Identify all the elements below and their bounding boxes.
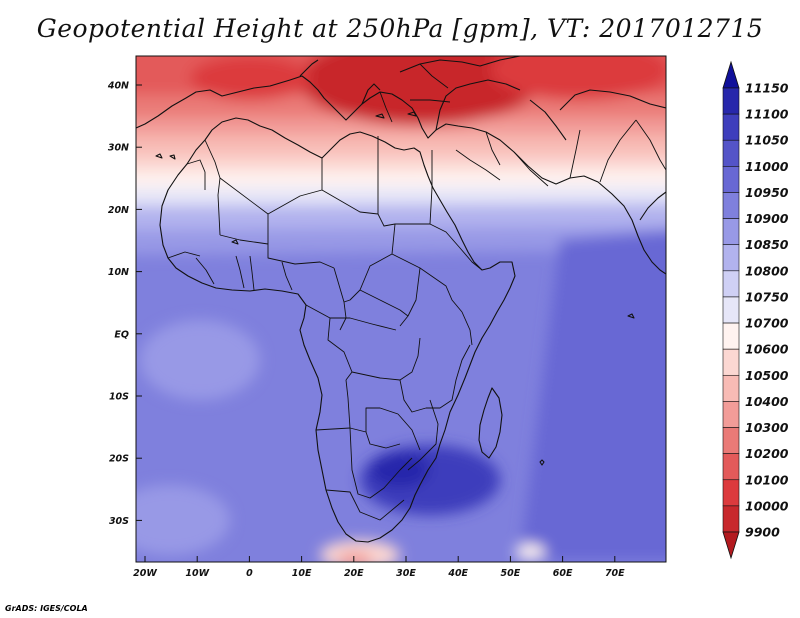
colorbar [722,60,740,560]
colorbar-level-label: 11100 [745,107,789,122]
colorbar-swatch [722,87,740,115]
colorbar-swatch [722,270,740,298]
colorbar-level-label: 10400 [745,394,789,409]
colorbar-level-label: 10800 [745,263,789,278]
y-tick-label: 40N [107,81,129,92]
map-frame [135,55,667,563]
y-tick-label: 10N [108,267,129,278]
colorbar-level-label: 10700 [745,316,789,331]
x-tick-label: 40E [447,568,468,579]
y-tick-label: 30S [109,516,129,527]
x-tick-label: 50E [501,568,521,579]
colorbar-swatch [722,192,740,219]
y-tick-label: 30N [108,143,129,154]
colorbar-level-label: 10300 [745,420,789,435]
x-tick-label: 20W [133,568,157,579]
colorbar-swatch [722,374,740,402]
colorbar-level-label: 11000 [745,159,789,174]
colorbar-swatch [722,505,740,533]
y-tick-label: EQ [114,329,129,340]
geopotential-field [136,56,666,562]
colorbar-level-label: 10500 [745,368,789,383]
x-tick-label: 70E [605,568,625,579]
x-tick-label: 30E [396,568,416,579]
colorbar-level-label: 10850 [745,237,789,252]
colorbar-level-label: 10000 [745,498,789,513]
colorbar-level-label: 11050 [745,133,789,148]
x-axis-labels: 20W 10W 0 10E 20E 30E 40E 50E 60E 70E [133,568,625,579]
colorbar-labels: 11150 11100 11050 11000 10950 10900 10850 10800… [745,81,789,540]
colorbar-level-label: 10600 [745,342,789,357]
y-tick-label: 20N [108,205,129,216]
y-tick-label: 10S [109,392,129,403]
colorbar-level-label: 10750 [745,289,789,304]
colorbar-swatch [722,244,740,272]
colorbar-swatch [722,479,740,507]
map-title: Geopotential Height at 250hPa [gpm], VT:… [36,14,764,43]
y-tick-label: 20S [109,454,129,465]
colorbar-swatch [722,401,740,428]
y-axis-labels: 40N 30N 20N 10N EQ 10S 20S 30S [107,81,129,527]
colorbar-swatch [722,113,740,141]
credit-text: GrADS: IGES/COLA [5,604,88,613]
colorbar-swatch [722,166,740,193]
colorbar-level-label: 9900 [745,525,780,540]
colorbar-swatch [722,453,740,481]
country-borders [167,63,666,521]
y-axis-ticks [136,84,142,521]
colorbar-swatch [722,322,740,350]
x-axis-ticks [144,556,616,562]
colorbar-swatch [722,296,740,324]
colorbar-swatch [722,139,740,167]
colorbar-swatch [722,427,740,454]
x-tick-label: 60E [553,568,573,579]
x-tick-label: 10W [185,568,209,579]
x-tick-label: 20E [344,568,364,579]
colorbar-level-label: 10200 [745,446,789,461]
colorbar-swatch [722,531,740,560]
colorbar-level-label: 10100 [745,472,789,487]
colorbar-level-label: 11150 [745,81,789,96]
x-tick-label: 0 [246,568,253,579]
colorbar-level-label: 10950 [745,185,789,200]
colorbar-level-label: 10900 [745,211,789,226]
colorbar-swatch [722,218,740,246]
x-tick-label: 10E [292,568,312,579]
colorbar-swatch [722,60,740,89]
colorbar-swatch [722,348,740,376]
